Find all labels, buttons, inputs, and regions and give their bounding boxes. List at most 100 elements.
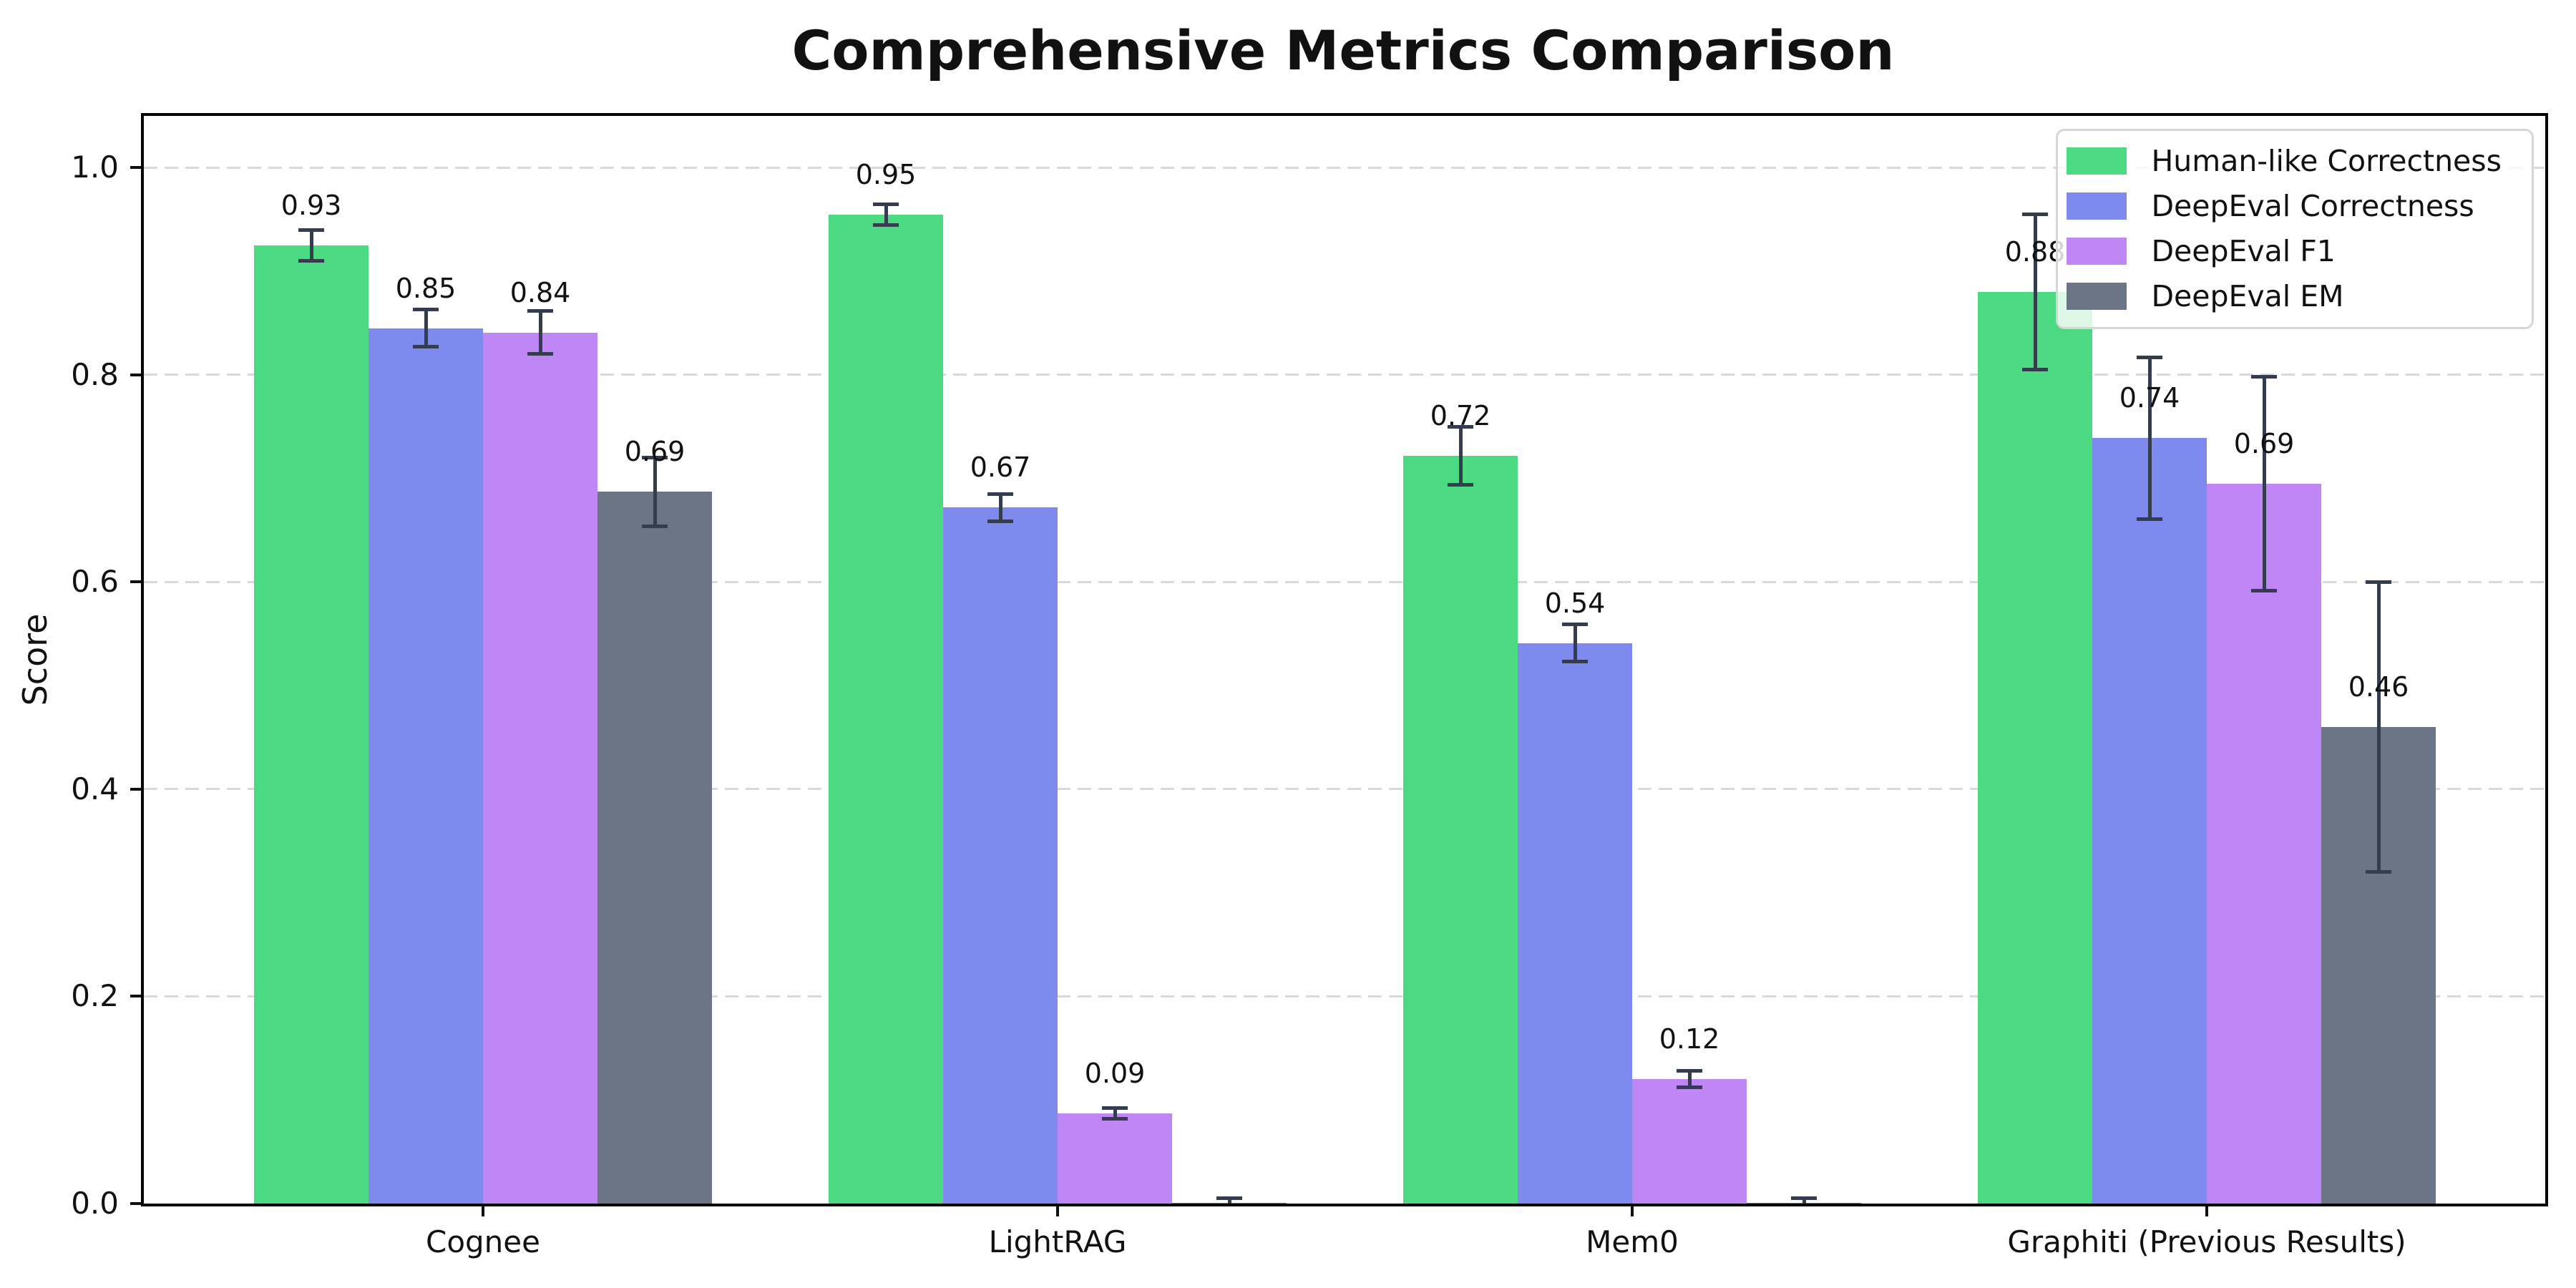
error-bar-cap-bottom [2251,588,2277,592]
y-axis-tick [130,373,141,376]
bar-deepeval-f1-4 [2207,483,2321,1204]
bar-value-label: 0.12 [1659,1023,1720,1055]
chart-title: Comprehensive Metrics Comparison [791,19,1895,82]
y-axis-label: Score [16,613,54,706]
y-axis-tick [130,787,141,791]
legend-label: Human-like Correctness [2151,143,2502,178]
error-bar [998,494,1002,521]
error-bar [1687,1070,1692,1088]
x-axis-tick [1056,1206,1059,1216]
x-axis-tick-label-4: Graphiti (Previous Results) [2007,1224,2406,1259]
bar-value-label: 0.69 [624,436,686,468]
error-bar-cap-bottom [2022,368,2048,372]
bar-value-label: 0.46 [2348,671,2409,703]
bar-value-label: 0.09 [1084,1058,1146,1090]
bar-deepeval-em-1 [597,492,712,1204]
legend-swatch-icon [2067,147,2127,175]
x-axis-tick [1631,1206,1634,1216]
error-bar-cap-top [2137,355,2162,359]
error-bar-cap-bottom [2366,870,2391,874]
legend-label: DeepEval F1 [2151,233,2336,268]
bar-value-label: 0.69 [2233,427,2295,459]
error-bar-cap-top [527,308,553,313]
legend-label: DeepEval Correctness [2151,188,2474,223]
error-bar-cap-bottom [873,223,899,227]
error-bar-cap-bottom [642,524,668,528]
error-bar-cap-top [2251,375,2277,379]
bar-human-like-correctness-3 [1403,455,1518,1204]
error-bar-cap-top [642,456,668,460]
error-bar-cap-top [298,228,324,232]
gridline-1.0 [144,166,2545,169]
error-bar [2262,376,2266,590]
bar-value-label: 0.85 [395,272,457,304]
y-axis-tick [130,995,141,998]
error-bar-cap-bottom [413,345,439,349]
error-bar-cap-top [1216,1196,1242,1201]
bar-value-label: 0.72 [1430,399,1491,431]
error-bar [653,457,657,527]
legend-swatch-icon [2067,237,2127,265]
y-axis-tick-label: 0.2 [71,978,119,1014]
error-bar-cap-top [413,308,439,312]
error-bar [884,204,888,225]
bar-human-like-correctness-1 [254,245,369,1204]
error-bar-cap-top [1791,1196,1817,1201]
x-axis-tick-label-2: LightRAG [988,1224,1127,1259]
y-axis-tick-label: 1.0 [71,150,119,185]
legend-item: DeepEval F1 [2067,228,2502,273]
error-bar [2376,582,2381,872]
error-bar-cap-top [1448,424,1473,429]
legend-item: Human-like Correctness [2067,138,2502,183]
legend-swatch-icon [2067,192,2127,220]
bar-deepeval-correctness-4 [2092,438,2207,1204]
legend-swatch-icon [2067,282,2127,310]
error-bar-cap-bottom [987,519,1013,523]
error-bar [538,311,542,354]
error-bar-cap-bottom [298,259,324,263]
error-bar [1458,426,1463,485]
error-bar [1573,624,1577,662]
error-bar [1113,1108,1117,1119]
error-bar-cap-top [2366,580,2391,584]
error-bar-cap-bottom [1677,1085,1702,1090]
error-bar-cap-bottom [1448,482,1473,487]
bar-value-label: 0.88 [2004,236,2066,268]
y-axis-tick [130,166,141,170]
bar-deepeval-f1-3 [1632,1079,1747,1204]
error-bar [424,309,428,347]
bar-value-label: 0.95 [855,158,917,190]
bar-human-like-correctness-4 [1978,292,2092,1204]
bar-value-label: 0.84 [509,276,571,308]
y-axis-tick-label: 0.8 [71,356,119,392]
x-axis-tick-label-3: Mem0 [1586,1224,1679,1259]
x-axis-tick [482,1206,484,1216]
bar-deepeval-correctness-3 [1518,643,1632,1204]
error-bar [1227,1198,1231,1204]
error-bar-cap-bottom [1102,1116,1128,1121]
error-bar [2033,214,2037,370]
legend: Human-like Correctness DeepEval Correctne… [2056,129,2534,329]
gridline-0.4 [144,788,2545,791]
error-bar-cap-top [2022,213,2048,217]
y-axis-tick-label: 0.6 [71,564,119,600]
error-bar [2147,357,2152,519]
x-axis-tick [2205,1206,2208,1216]
y-axis-tick [130,1202,141,1205]
bar-deepeval-f1-2 [1058,1113,1172,1204]
gridline-0.6 [144,580,2545,583]
bar-value-label: 0.54 [1544,587,1606,619]
bar-human-like-correctness-2 [829,214,943,1204]
error-bar-cap-bottom [1562,660,1588,664]
error-bar [1802,1198,1806,1204]
bar-value-label: 0.93 [280,189,342,221]
bar-deepeval-f1-1 [483,332,597,1204]
error-bar-cap-top [1562,623,1588,627]
bar-deepeval-correctness-1 [369,328,483,1204]
plot-area: Score Human-like Correctness DeepEval Cor… [16,113,2548,1259]
error-bar [309,230,313,261]
error-bar-cap-top [873,202,899,206]
bar-value-label: 0.74 [2119,382,2180,414]
y-axis-tick-label: 0.0 [71,1186,119,1221]
